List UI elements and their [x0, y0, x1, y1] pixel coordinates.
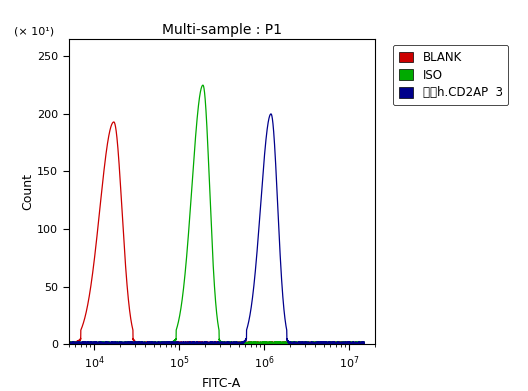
- 单抹h.CD2AP  3: [65, 340, 72, 345]
- ISO: [200, 83, 206, 88]
- BLANK: [258, 341, 264, 346]
- ISO: [361, 340, 367, 344]
- 单抹h.CD2AP  3: [309, 340, 315, 344]
- ISO: [65, 340, 72, 344]
- ISO: [243, 340, 249, 344]
- 单抹h.CD2AP  3: [227, 342, 233, 346]
- BLANK: [237, 342, 243, 346]
- ISO: [258, 341, 264, 345]
- X-axis label: FITC-A: FITC-A: [202, 377, 241, 390]
- ISO: [178, 301, 185, 306]
- Text: (× 10¹): (× 10¹): [14, 26, 54, 36]
- 单抹h.CD2AP  3: [268, 111, 274, 116]
- 单抹h.CD2AP  3: [119, 340, 126, 344]
- BLANK: [65, 341, 72, 346]
- Line: 单抹h.CD2AP  3: 单抹h.CD2AP 3: [69, 114, 364, 344]
- Y-axis label: Count: Count: [21, 173, 34, 210]
- Title: Multi-sample : P1: Multi-sample : P1: [162, 23, 282, 36]
- Line: BLANK: BLANK: [69, 122, 364, 344]
- ISO: [286, 341, 293, 346]
- ISO: [119, 342, 126, 346]
- BLANK: [119, 214, 126, 219]
- BLANK: [111, 120, 117, 124]
- 单抹h.CD2AP  3: [243, 337, 249, 342]
- Line: ISO: ISO: [69, 85, 364, 344]
- BLANK: [243, 340, 249, 345]
- BLANK: [286, 341, 293, 346]
- 单抹h.CD2AP  3: [361, 342, 367, 346]
- 单抹h.CD2AP  3: [258, 198, 264, 203]
- ISO: [121, 342, 127, 346]
- Legend: BLANK, ISO, 单抹h.CD2AP  3: BLANK, ISO, 单抹h.CD2AP 3: [393, 45, 508, 105]
- BLANK: [361, 341, 367, 345]
- ISO: [309, 341, 315, 346]
- BLANK: [309, 342, 315, 346]
- 单抹h.CD2AP  3: [178, 341, 185, 345]
- 单抹h.CD2AP  3: [286, 339, 293, 344]
- BLANK: [178, 340, 185, 344]
